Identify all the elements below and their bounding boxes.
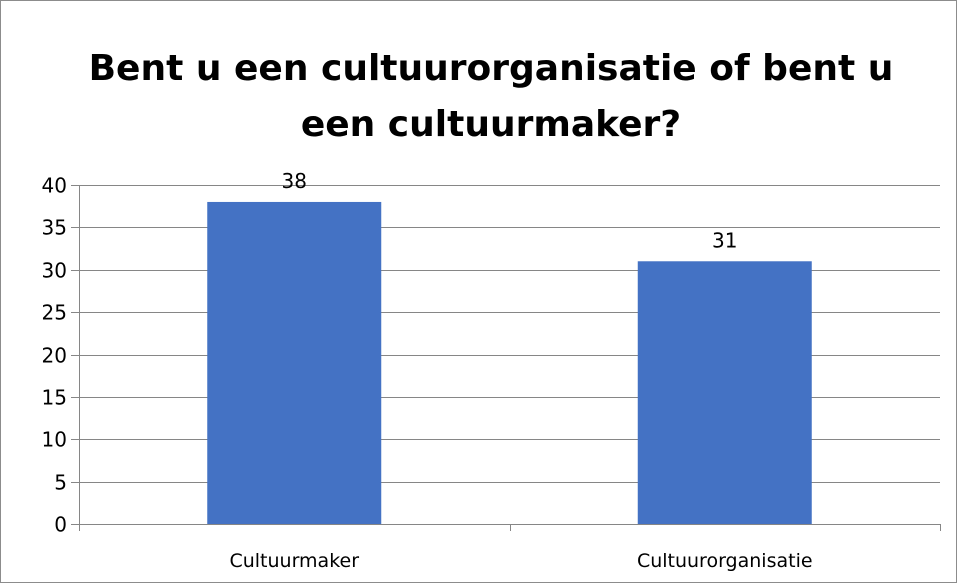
y-tick-label: 5: [54, 471, 67, 495]
y-tick-label: 15: [42, 386, 67, 410]
y-tick-label: 35: [42, 216, 67, 240]
chart-title: Bent u een cultuurorganisatie of bent u …: [88, 48, 894, 145]
y-tick-label: 40: [42, 174, 67, 198]
y-tick-label: 20: [42, 344, 67, 368]
y-tick-label: 25: [42, 301, 67, 325]
bar-cultuurorganisatie: [637, 261, 812, 524]
data-label: 38: [282, 169, 307, 193]
y-tick-label: 10: [42, 428, 67, 452]
x-category-label: Cultuurmaker: [229, 550, 359, 572]
data-label: 31: [712, 228, 737, 252]
y-tick-label: 0: [54, 513, 67, 537]
y-tick-label: 30: [42, 259, 67, 283]
bar-cultuurmaker: [207, 201, 382, 524]
x-category-label: Cultuurorganisatie: [637, 550, 813, 572]
